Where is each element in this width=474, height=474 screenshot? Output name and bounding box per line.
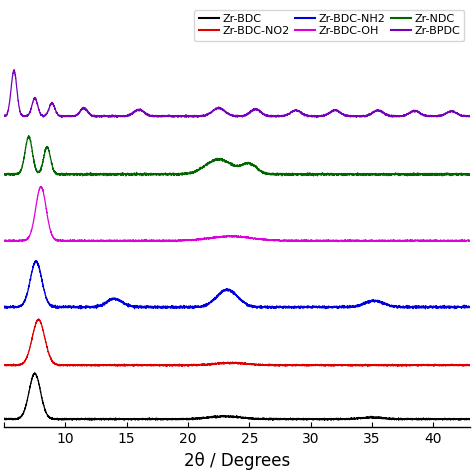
Legend: Zr-BDC, Zr-BDC-NO2, Zr-BDC-NH2, Zr-BDC-OH, Zr-NDC, Zr-BPDC: Zr-BDC, Zr-BDC-NO2, Zr-BDC-NH2, Zr-BDC-O… <box>194 10 464 41</box>
X-axis label: 2θ / Degrees: 2θ / Degrees <box>184 452 290 470</box>
